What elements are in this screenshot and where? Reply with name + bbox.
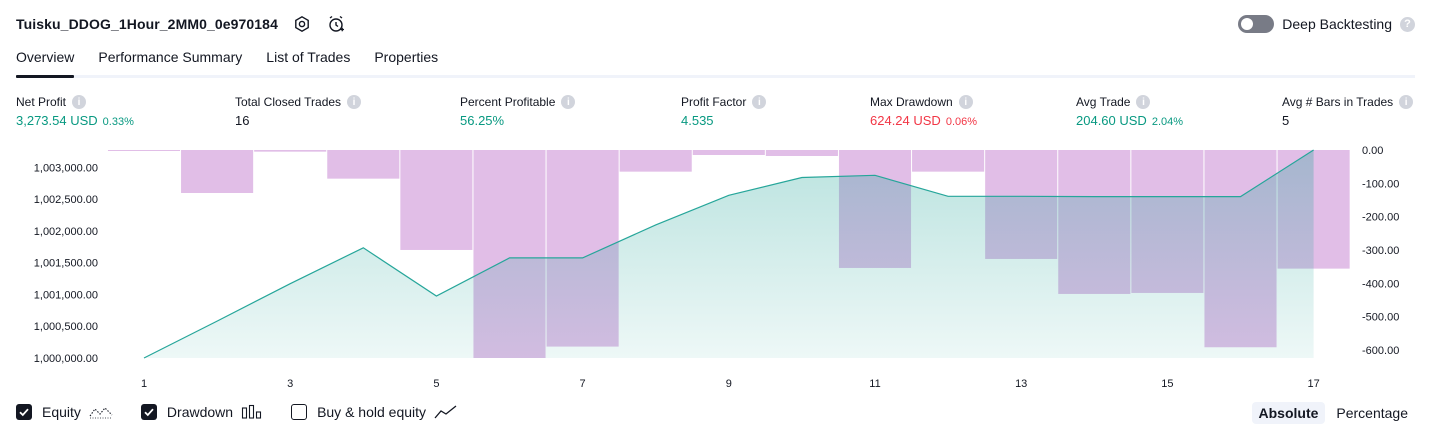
right-axis-tick-label: 0.00 <box>1362 145 1383 157</box>
metric-percent: 0.06% <box>945 116 978 128</box>
deep-backtesting-label: Deep Backtesting <box>1282 16 1392 32</box>
left-axis-tick-label: 1,002,500.00 <box>34 194 98 206</box>
settings-icon[interactable] <box>292 14 312 34</box>
right-axis-tick-label: -400.00 <box>1362 278 1399 290</box>
x-axis-tick-label: 13 <box>1015 378 1027 390</box>
legend-buy-hold[interactable]: Buy & hold equity <box>291 404 458 420</box>
deep-backtesting-toggle[interactable] <box>1238 15 1275 33</box>
tab-list-of-trades[interactable]: List of Trades <box>266 49 351 65</box>
tab-performance-summary[interactable]: Performance Summary <box>98 49 243 65</box>
metric-value: 624.24 USD <box>870 113 941 128</box>
metric-value: 16 <box>235 113 250 128</box>
x-axis-tick-label: 11 <box>869 378 880 390</box>
drawdown-bars-icon <box>241 404 263 420</box>
metric-percent: 2.04% <box>1151 116 1184 128</box>
metric-value: 56.25% <box>460 113 505 128</box>
metric-label: Profit Factor <box>681 95 747 109</box>
left-axis-tick-label: 1,002,000.00 <box>34 226 98 238</box>
metric-value: 204.60 USD <box>1076 113 1147 128</box>
left-axis-tick-label: 1,000,500.00 <box>34 321 98 333</box>
legend-equity[interactable]: Equity <box>16 404 113 420</box>
metric-label: Avg # Bars in Trades <box>1282 95 1394 109</box>
drawdown-checkbox[interactable] <box>140 404 157 420</box>
mode-absolute-button[interactable]: Absolute <box>1251 402 1326 424</box>
drawdown-bar <box>912 150 985 172</box>
metric-percent-profitable: Percent Profitable i 56.25% <box>460 94 576 129</box>
right-axis-tick-label: -100.00 <box>1362 178 1399 190</box>
deep-backtesting: Deep Backtesting ? <box>1238 12 1415 36</box>
x-axis-tick-label: 15 <box>1161 378 1173 390</box>
metric-avg-bars: Avg # Bars in Trades i 5 <box>1282 94 1414 129</box>
info-icon[interactable]: i <box>72 95 87 109</box>
help-icon[interactable]: ? <box>1400 16 1415 32</box>
equity-drawdown-chart[interactable]: 1,000,000.00 1,000,500.00 1,001,000.00 1,00… <box>0 140 1431 395</box>
drawdown-bar <box>765 150 838 156</box>
metric-net-profit: Net Profit i 3,273.54 USD 0.33% <box>16 94 134 129</box>
x-axis-tick-label: 1 <box>141 378 147 390</box>
metric-total-closed-trades: Total Closed Trades i 16 <box>235 94 362 129</box>
scale-mode-switch: Absolute Percentage <box>1251 402 1416 424</box>
tab-bar: Overview Performance Summary List of Tra… <box>16 47 1415 78</box>
metric-label: Avg Trade <box>1076 95 1131 109</box>
legend-equity-label: Equity <box>42 404 81 420</box>
info-icon[interactable]: i <box>347 95 362 109</box>
info-icon[interactable]: i <box>752 95 767 109</box>
strategy-title: Tuisku_DDOG_1Hour_2MM0_0e970184 <box>16 16 278 32</box>
drawdown-bar <box>254 150 327 152</box>
drawdown-bar <box>400 150 473 250</box>
legend-buy-hold-label: Buy & hold equity <box>317 404 427 420</box>
info-icon[interactable]: i <box>1399 95 1414 109</box>
drawdown-bar <box>327 150 400 179</box>
metric-label: Total Closed Trades <box>235 95 342 109</box>
info-icon[interactable]: i <box>1136 95 1151 109</box>
right-axis-tick-label: -200.00 <box>1362 212 1399 224</box>
drawdown-bar <box>181 150 254 193</box>
drawdown-bar <box>619 150 692 172</box>
left-axis-tick-label: 1,001,000.00 <box>34 289 98 301</box>
equity-area <box>144 150 1314 358</box>
mode-percentage-button[interactable]: Percentage <box>1336 405 1408 421</box>
metric-value: 5 <box>1282 113 1290 128</box>
drawdown-bar <box>107 150 181 151</box>
left-axis-tick-label: 1,000,000.00 <box>34 353 98 365</box>
metric-label: Net Profit <box>16 95 67 109</box>
legend-drawdown-label: Drawdown <box>166 404 234 420</box>
alarm-add-icon[interactable] <box>326 14 346 34</box>
legend-drawdown[interactable]: Drawdown <box>140 404 263 420</box>
header: Tuisku_DDOG_1Hour_2MM0_0e970184 <box>16 12 346 36</box>
equity-line-icon <box>89 404 113 420</box>
x-axis-tick-label: 7 <box>580 378 586 390</box>
x-axis-tick-label: 3 <box>287 378 293 390</box>
right-axis-tick-label: -600.00 <box>1362 345 1399 357</box>
buy-hold-checkbox[interactable] <box>291 404 308 420</box>
metric-label: Max Drawdown <box>870 95 953 109</box>
drawdown-bar <box>692 150 765 155</box>
metric-value: 4.535 <box>681 113 714 128</box>
info-icon[interactable]: i <box>958 95 973 109</box>
left-axis-tick-label: 1,001,500.00 <box>34 258 98 270</box>
metric-value: 3,273.54 USD <box>16 113 98 128</box>
tab-properties[interactable]: Properties <box>374 49 439 65</box>
x-axis-tick-label: 5 <box>433 378 439 390</box>
metric-label: Percent Profitable <box>460 95 556 109</box>
equity-checkbox[interactable] <box>16 404 32 420</box>
info-icon[interactable]: i <box>561 95 576 109</box>
metric-max-drawdown: Max Drawdown i 624.24 USD 0.06% <box>870 94 977 129</box>
x-axis-tick-label: 9 <box>726 378 732 390</box>
right-axis-tick-label: -500.00 <box>1362 312 1399 324</box>
chart-legend: Equity Drawdown Buy & hold equity <box>16 404 486 420</box>
buy-hold-line-icon <box>434 404 458 420</box>
x-axis-tick-label: 17 <box>1307 378 1319 390</box>
left-axis-tick-label: 1,003,000.00 <box>34 162 98 174</box>
tab-overview[interactable]: Overview <box>16 47 75 78</box>
right-axis-tick-label: -300.00 <box>1362 245 1399 257</box>
metric-avg-trade: Avg Trade i 204.60 USD 2.04% <box>1076 94 1183 129</box>
equity-line <box>143 149 1314 359</box>
metric-percent: 0.33% <box>102 116 134 128</box>
metric-profit-factor: Profit Factor i 4.535 <box>681 94 767 129</box>
